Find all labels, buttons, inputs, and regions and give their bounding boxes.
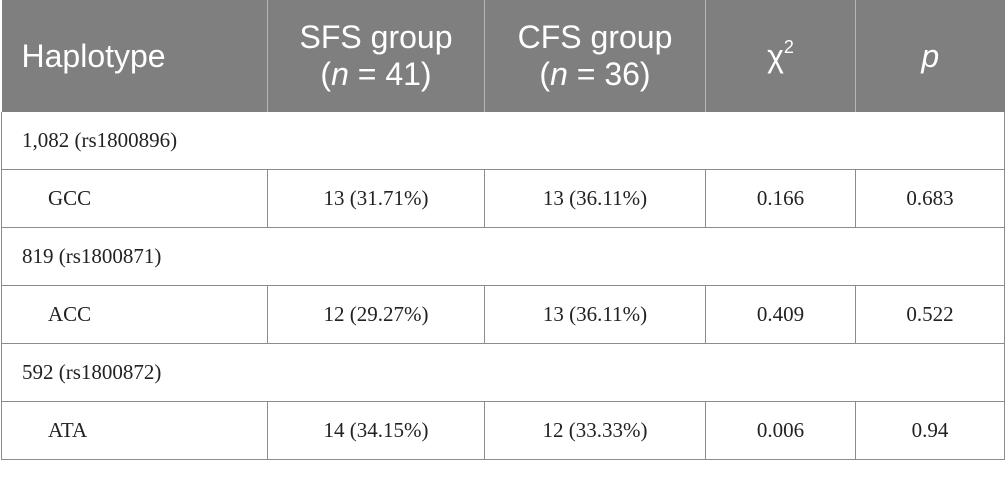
header-p: p [855, 0, 1005, 112]
sfs-cell: 13 (31.71%) [267, 169, 485, 228]
haplotype-cell: ATA [1, 401, 268, 460]
chi2-cell: 0.409 [705, 285, 856, 344]
haplotype-cell: ACC [1, 285, 268, 344]
haplotype-cell: GCC [1, 169, 268, 228]
group-row: 819 (rs1800871) [1, 227, 1005, 286]
header-sfs-n-var: n [331, 56, 349, 92]
chi2-cell: 0.006 [705, 401, 856, 460]
haplotype-table: Haplotype SFS group (n = 41) CFS group (n … [1, 0, 1005, 460]
header-chi-sup: 2 [783, 36, 794, 57]
group-row: 592 (rs1800872) [1, 343, 1005, 402]
cfs-cell: 13 (36.11%) [484, 169, 706, 228]
group-label: 819 (rs1800871) [1, 227, 1005, 286]
header-cfs-n-var: n [550, 56, 568, 92]
header-cfs-group: CFS group (n = 36) [484, 0, 706, 112]
table-row: GCC 13 (31.71%) 13 (36.11%) 0.166 0.683 [1, 169, 1005, 228]
header-haplotype: Haplotype [1, 0, 268, 112]
header-sfs-label: SFS group [299, 19, 453, 55]
header-sfs-n-val: = 41) [348, 56, 432, 92]
sfs-cell: 12 (29.27%) [267, 285, 485, 344]
table-body: 1,082 (rs1800896) GCC 13 (31.71%) 13 (36… [1, 112, 1005, 460]
header-cfs-n-val: = 36) [567, 56, 651, 92]
header-row: Haplotype SFS group (n = 41) CFS group (n … [1, 0, 1005, 112]
group-label: 1,082 (rs1800896) [1, 112, 1005, 170]
table-row: ATA 14 (34.15%) 12 (33.33%) 0.006 0.94 [1, 401, 1005, 460]
cfs-cell: 12 (33.33%) [484, 401, 706, 460]
group-row: 1,082 (rs1800896) [1, 112, 1005, 170]
header-sfs-group: SFS group (n = 41) [267, 0, 485, 112]
header-cfs-label: CFS group [517, 19, 673, 55]
chi2-cell: 0.166 [705, 169, 856, 228]
sfs-cell: 14 (34.15%) [267, 401, 485, 460]
p-cell: 0.94 [855, 401, 1005, 460]
group-label: 592 (rs1800872) [1, 343, 1005, 402]
header-chi-square: χ2 [705, 0, 856, 112]
header-chi: χ [767, 37, 784, 74]
p-cell: 0.522 [855, 285, 1005, 344]
table-row: ACC 12 (29.27%) 13 (36.11%) 0.409 0.522 [1, 285, 1005, 344]
table-header: Haplotype SFS group (n = 41) CFS group (n … [1, 0, 1005, 112]
cfs-cell: 13 (36.11%) [484, 285, 706, 344]
p-cell: 0.683 [855, 169, 1005, 228]
